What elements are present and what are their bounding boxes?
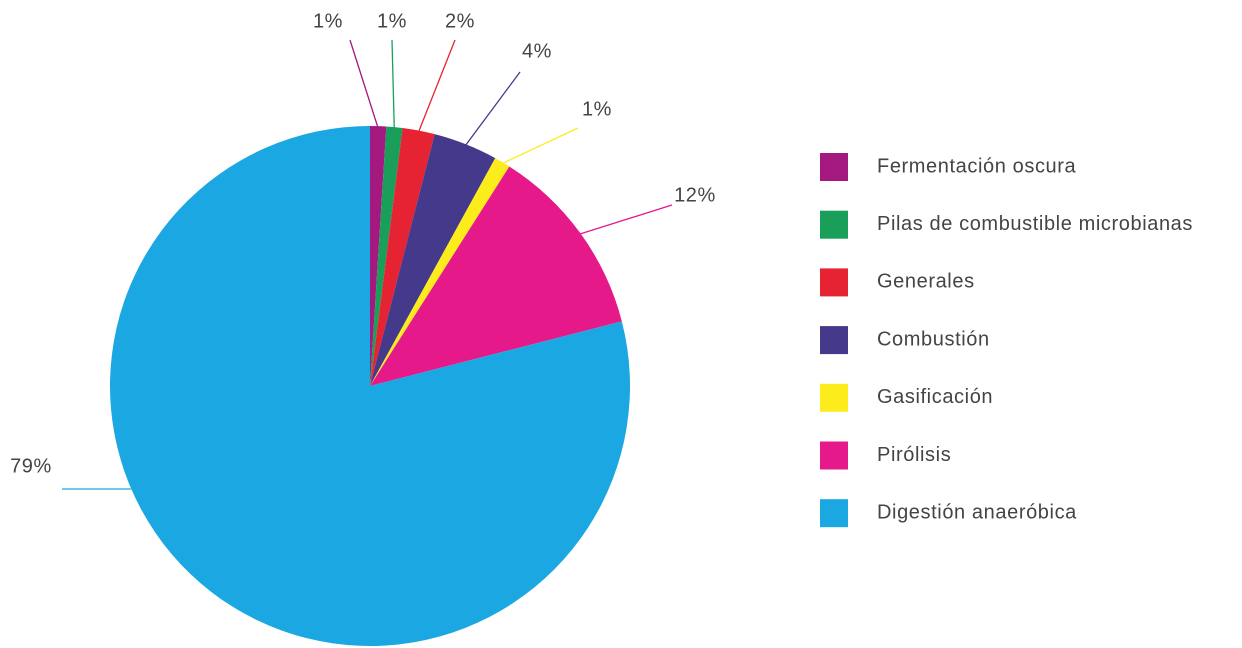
data-label: 2% [445, 10, 475, 32]
data-label: 1% [582, 98, 612, 120]
legend-label: Generales [877, 271, 975, 293]
legend-swatch [820, 326, 848, 355]
legend-swatch [820, 153, 848, 181]
legend-swatch [820, 499, 848, 528]
pie-slice [370, 128, 435, 386]
leader-line [578, 204, 673, 235]
data-label: 1% [377, 10, 407, 32]
leader-line [391, 39, 395, 130]
pie-slice [109, 125, 630, 646]
data-label: 79% [10, 455, 52, 477]
legend-label: Fermentación oscura [877, 155, 1077, 177]
data-label: 1% [313, 10, 343, 32]
legend-label: Pirólisis [877, 444, 951, 466]
leader-line [501, 127, 579, 165]
legend-swatch [820, 210, 848, 239]
pie-slice [370, 126, 387, 386]
data-label: 12% [674, 184, 716, 206]
legend-label: Digestión anaeróbica [877, 501, 1077, 523]
leader-line [417, 39, 456, 133]
legend-label: Combustión [877, 328, 990, 350]
legend-swatch [820, 268, 848, 297]
pie-slice [370, 134, 496, 386]
legend-label: Pilas de combustible microbianas [877, 213, 1193, 235]
legend-swatch [820, 383, 848, 412]
pie-slice [370, 166, 622, 386]
leader-line [349, 39, 379, 129]
pie-slice [370, 126, 403, 386]
data-label: 4% [522, 40, 552, 62]
pie-slice [370, 158, 510, 386]
legend-swatch [820, 441, 848, 470]
leader-line [464, 71, 521, 147]
legend-label: Gasificación [877, 386, 993, 408]
